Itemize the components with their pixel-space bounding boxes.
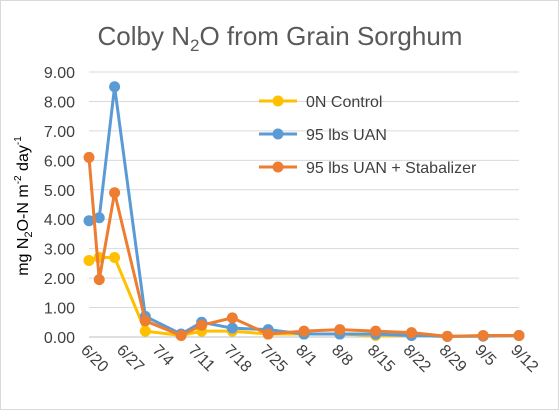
x-tick-label: 6/27 [113, 342, 147, 376]
data-point [109, 252, 121, 263]
data-point [93, 274, 105, 286]
y-tick-label: 9.00 [44, 65, 75, 82]
data-point [477, 330, 489, 342]
data-point [226, 312, 238, 324]
data-point [334, 324, 346, 336]
y-tick-label: 2.00 [44, 271, 75, 288]
x-tick-label: 8/8 [328, 342, 356, 370]
legend-entry: 0N Control [259, 94, 382, 111]
legend-entry: 95 lbs UAN [259, 127, 387, 144]
chart-title: Colby N2O from Grain Sorghum [98, 21, 463, 55]
y-tick-label: 0.00 [44, 330, 75, 347]
y-tick-label: 8.00 [44, 94, 75, 111]
y-tick-label: 5.00 [44, 183, 75, 200]
x-tick-label: 7/18 [221, 342, 255, 376]
y-axis-label: mg N2O-N m-2 day-1 [13, 136, 35, 276]
x-tick-label: 8/29 [436, 342, 470, 376]
data-point [226, 322, 238, 334]
x-tick-labels: 6/20 6/27 7/4 7/11 7/18 7/25 8/1 8/8 8/15 8/22 8/2… [77, 342, 541, 376]
x-tick-label: 8/22 [400, 342, 434, 376]
legend: 0N Control 95 lbs UAN 95 lbs UAN + Stabali… [259, 94, 477, 177]
data-point [513, 330, 525, 342]
data-point [298, 325, 310, 337]
data-point [406, 327, 417, 339]
legend-label: 95 lbs UAN [306, 127, 387, 144]
data-point [139, 315, 151, 327]
x-tick-label: 9/12 [507, 342, 541, 376]
x-tick-label: 9/5 [471, 342, 499, 370]
series-line [87, 157, 519, 338]
data-point [370, 325, 382, 337]
y-tick-label: 6.00 [44, 153, 75, 170]
x-tick-label: 8/1 [292, 342, 320, 370]
data-point [196, 319, 208, 331]
y-tick-label: 4.00 [44, 212, 75, 229]
y-tick-label: 1.00 [44, 301, 75, 318]
series-line [88, 85, 520, 338]
gridlines [89, 71, 519, 338]
data-point [93, 212, 105, 224]
data-point [441, 330, 453, 342]
y-tick-label: 7.00 [44, 124, 75, 141]
x-tick-label: 6/20 [77, 342, 111, 376]
data-point [262, 328, 274, 340]
data-point [83, 254, 95, 266]
data-point [175, 330, 187, 342]
y-tick-label: 3.00 [44, 242, 75, 259]
y-tick-labels: 0.00 1.00 2.00 3.00 4.00 5.00 6.00 7.00 8.00 9.00 [44, 65, 75, 347]
data-point [83, 151, 95, 163]
legend-swatch-marker [272, 95, 284, 107]
legend-label: 95 lbs UAN + Stabalizer [306, 160, 477, 177]
series-3 [83, 151, 525, 342]
x-tick-label: 7/4 [149, 342, 177, 370]
series-layer [83, 81, 525, 342]
legend-entry: 95 lbs UAN + Stabalizer [259, 160, 477, 177]
data-point [83, 215, 95, 227]
legend-swatch-marker [272, 161, 284, 173]
legend-swatch-marker [272, 128, 284, 140]
series-2 [83, 81, 525, 342]
data-point [109, 81, 121, 93]
x-tick-label: 8/15 [364, 342, 398, 376]
data-point [109, 187, 121, 199]
x-tick-label: 7/25 [256, 342, 290, 376]
legend-label: 0N Control [306, 94, 382, 111]
data-point [139, 325, 151, 337]
x-tick-label: 7/11 [185, 342, 218, 375]
